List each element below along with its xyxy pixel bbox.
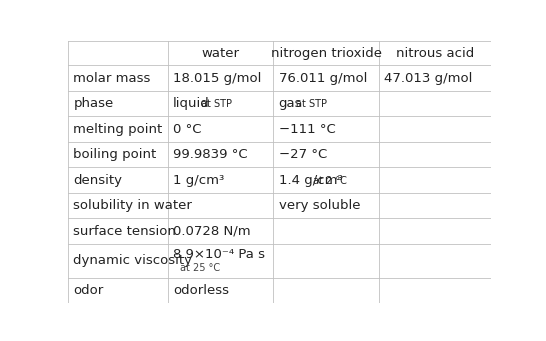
Text: 76.011 g/mol: 76.011 g/mol xyxy=(278,72,367,85)
Text: 47.013 g/mol: 47.013 g/mol xyxy=(384,72,473,85)
Text: nitrogen trioxide: nitrogen trioxide xyxy=(271,47,382,60)
Text: nitrous acid: nitrous acid xyxy=(396,47,474,60)
Text: −111 °C: −111 °C xyxy=(278,123,335,136)
Text: solubility in water: solubility in water xyxy=(73,199,192,212)
Text: density: density xyxy=(73,174,122,187)
Text: water: water xyxy=(201,47,240,60)
Text: melting point: melting point xyxy=(73,123,163,136)
Text: dynamic viscosity: dynamic viscosity xyxy=(73,254,192,267)
Text: phase: phase xyxy=(73,97,114,110)
Text: liquid: liquid xyxy=(173,97,210,110)
Text: 99.9839 °C: 99.9839 °C xyxy=(173,148,247,161)
Text: surface tension: surface tension xyxy=(73,225,176,238)
Text: −27 °C: −27 °C xyxy=(278,148,327,161)
Text: at 2 °C: at 2 °C xyxy=(313,176,347,186)
Text: 1 g/cm³: 1 g/cm³ xyxy=(173,174,224,187)
Text: 1.4 g/cm³: 1.4 g/cm³ xyxy=(278,174,342,187)
Text: boiling point: boiling point xyxy=(73,148,157,161)
Text: odorless: odorless xyxy=(173,284,229,297)
Text: 0 °C: 0 °C xyxy=(173,123,201,136)
Text: gas: gas xyxy=(278,97,302,110)
Text: very soluble: very soluble xyxy=(278,199,360,212)
Text: molar mass: molar mass xyxy=(73,72,151,85)
Text: 8.9×10⁻⁴ Pa s: 8.9×10⁻⁴ Pa s xyxy=(173,248,265,261)
Text: at 25 °C: at 25 °C xyxy=(180,263,221,273)
Text: 0.0728 N/m: 0.0728 N/m xyxy=(173,225,251,238)
Text: at STP: at STP xyxy=(296,100,327,109)
Text: odor: odor xyxy=(73,284,104,297)
Text: 18.015 g/mol: 18.015 g/mol xyxy=(173,72,261,85)
Text: at STP: at STP xyxy=(201,100,232,109)
